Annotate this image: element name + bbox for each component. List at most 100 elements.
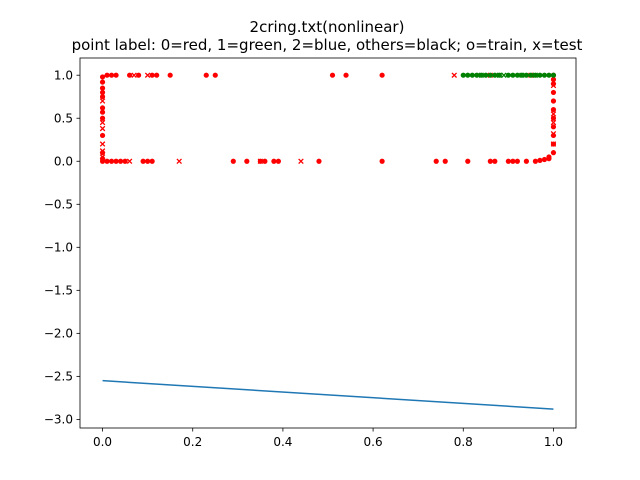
data-point-train: [127, 72, 133, 78]
data-point-train: [99, 115, 106, 121]
data-point-train: [271, 158, 277, 164]
data-point-train: [379, 158, 385, 164]
data-point-train: [230, 158, 236, 164]
data-point-train: [523, 158, 530, 164]
data-point-train: [541, 72, 548, 78]
data-point-train: [550, 115, 557, 121]
data-point-train: [505, 72, 511, 78]
data-point-test: [550, 119, 557, 126]
data-point-train: [550, 98, 557, 104]
y-tick-label: −2.0: [44, 327, 73, 341]
data-point-train: [550, 72, 557, 78]
data-point-train: [99, 132, 106, 139]
data-point-test: [298, 158, 304, 165]
data-point-test: [126, 158, 133, 165]
y-tick-label: −2.5: [44, 370, 73, 384]
data-point-train: [140, 158, 146, 164]
x-tick-label: 0.8: [454, 435, 473, 449]
chart-title: 2cring.txt(nonlinear): [250, 18, 405, 36]
data-point-train: [442, 158, 448, 164]
data-point-train: [474, 72, 480, 78]
data-point-train: [212, 72, 218, 78]
data-point-test: [496, 72, 503, 78]
data-point-train: [469, 72, 475, 78]
data-point-train: [99, 105, 106, 111]
data-point-train: [108, 158, 115, 164]
data-point-train: [514, 158, 520, 164]
data-point-test: [519, 72, 525, 78]
plot-area: [99, 72, 557, 410]
y-tick-label: −1.0: [44, 241, 73, 255]
data-point-train: [460, 72, 466, 78]
data-point-train: [492, 158, 498, 164]
data-point-test: [131, 72, 137, 78]
data-point-train: [108, 72, 115, 78]
data-point-test: [550, 82, 557, 89]
data-point-train: [99, 109, 106, 115]
data-point-test: [532, 72, 539, 78]
y-tick-label: 0.0: [54, 155, 73, 169]
data-point-train: [550, 89, 557, 96]
data-point-train: [329, 72, 336, 78]
data-point-train: [550, 76, 557, 83]
data-point-train: [104, 158, 110, 164]
axes: 0.0 0.2 0.4 0.6 0.8 1.0 1.0 0.5 0.0 −0.5 −1.0 −1.5 −…: [44, 57, 577, 449]
data-point-train: [541, 156, 548, 163]
data-point-train: [99, 85, 106, 91]
data-point-test: [99, 119, 106, 126]
data-point-train: [523, 72, 530, 78]
data-point-test: [451, 72, 458, 78]
y-tick-label: 1.0: [54, 69, 73, 83]
data-point-train: [99, 79, 106, 85]
data-point-train: [149, 72, 155, 78]
data-point-train: [546, 72, 552, 78]
data-point-train: [483, 72, 489, 78]
data-point-train: [465, 72, 471, 78]
data-point-test: [99, 125, 106, 132]
x-tick-label: 0.0: [93, 435, 112, 449]
data-point-train: [99, 94, 106, 100]
data-point-train: [343, 72, 349, 78]
data-point-train: [136, 72, 142, 78]
data-point-test: [550, 130, 557, 137]
data-point-test: [99, 98, 106, 104]
data-point-train: [113, 158, 119, 164]
data-point-train: [113, 72, 119, 78]
data-point-train: [275, 158, 281, 164]
data-point-train: [167, 72, 173, 78]
data-point-test: [99, 148, 106, 154]
data-point-train: [550, 150, 557, 156]
data-point-train: [537, 72, 543, 78]
data-point-test: [99, 154, 106, 160]
chart-subtitle: point label: 0=red, 1=green, 2=blue, oth…: [72, 36, 583, 54]
data-point-train: [104, 72, 110, 78]
data-point-train: [244, 158, 250, 164]
data-point-train: [550, 107, 557, 113]
data-point-train: [510, 158, 516, 164]
data-point-test: [176, 158, 182, 165]
data-point-train: [154, 72, 160, 78]
data-point-train: [379, 72, 385, 78]
data-point-train: [433, 158, 439, 164]
data-point-train: [203, 72, 209, 78]
data-point-test: [144, 72, 151, 78]
data-point-test: [501, 72, 507, 78]
data-point-train: [117, 158, 124, 164]
data-point-train: [537, 157, 543, 163]
data-point-train: [149, 158, 155, 164]
data-point-train: [492, 72, 498, 78]
x-tick-label: 0.4: [273, 435, 292, 449]
data-point-train: [510, 72, 516, 78]
y-tick-label: −3.0: [44, 413, 73, 427]
data-point-train: [505, 158, 511, 164]
data-point-train: [122, 158, 128, 164]
data-point-train: [99, 89, 106, 96]
series-line: [102, 379, 554, 410]
y-tick-label: 0.5: [54, 112, 73, 126]
data-point-train: [546, 154, 552, 160]
x-tick-label: 0.2: [183, 435, 202, 449]
data-point-train: [532, 158, 539, 164]
data-point-test: [257, 158, 264, 165]
